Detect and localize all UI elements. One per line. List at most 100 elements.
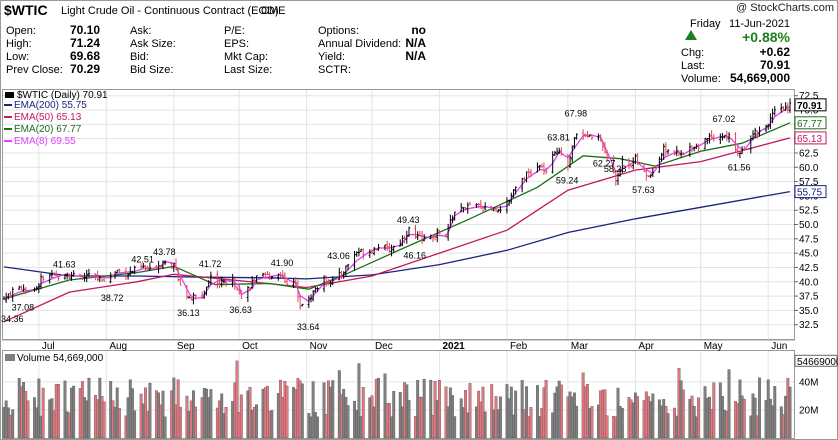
volume-last-box: [794, 354, 838, 367]
volume-bar: [514, 390, 518, 439]
last-value-label: 55.75: [797, 188, 822, 199]
volume-bar: [322, 382, 326, 439]
quote-label: High:: [6, 38, 32, 50]
price-annotation: 49.43: [397, 215, 420, 225]
volume-bar: [697, 397, 700, 439]
price-annotation: 43.06: [327, 251, 350, 261]
price-annotation: 41.63: [53, 259, 76, 269]
price-annotation: 41.90: [271, 258, 294, 268]
price-tick-label: 40.0: [799, 277, 819, 288]
month-label: May: [704, 341, 723, 352]
price-annotation: 37.08: [12, 302, 35, 312]
volume-bar: [57, 384, 60, 439]
grid-lines: [3, 90, 794, 438]
price-annotation: 61.56: [728, 162, 751, 172]
price-tick-label: 62.5: [799, 148, 819, 159]
volume-bar: [209, 389, 213, 439]
price-bars: [2, 98, 792, 310]
axes: 72.570.067.565.062.560.057.555.052.550.0…: [42, 91, 838, 416]
month-label: Jul: [42, 341, 55, 352]
price-tick-label: 52.5: [799, 206, 819, 217]
volume-bar: [148, 382, 152, 439]
quote-label: Options:: [318, 25, 359, 37]
volume-bar: [37, 378, 41, 439]
quote-label: SCTR:: [318, 64, 351, 76]
exchange: CME: [261, 5, 285, 17]
price-annotation: 41.72: [199, 259, 222, 269]
month-label: Feb: [510, 341, 528, 352]
quote-label: Bid Size:: [130, 64, 173, 76]
volume-bar: [509, 386, 513, 439]
quote-value: 54,669,000: [730, 71, 790, 85]
volume-bar: [666, 413, 670, 439]
quote-label: Ask Size:: [130, 38, 176, 50]
quote-day: Friday: [690, 18, 721, 30]
ema20-line: [3, 122, 791, 300]
volume-bar: [285, 385, 289, 439]
month-label: Nov: [310, 341, 328, 352]
quote-label: EPS:: [224, 38, 249, 50]
quote-label: Mkt Cap:: [224, 51, 268, 63]
volume-bar: [63, 380, 67, 439]
volume-bar: [407, 400, 411, 439]
volume-bar: [559, 384, 563, 439]
volume-bar: [520, 380, 524, 439]
price-annotation: 34.36: [1, 314, 24, 324]
volume-bar: [300, 383, 304, 439]
quote-label: Last Size:: [224, 64, 272, 76]
quote-label: Ask:: [130, 25, 151, 37]
volume-bar: [361, 387, 365, 439]
volume-bar: [773, 386, 777, 439]
price-annotation: 36.13: [177, 308, 200, 318]
price-legend: $WTIC (Daily) 70.91 EMA(200) 55.75EMA(50…: [4, 90, 108, 147]
price-tick-label: 45.0: [799, 249, 819, 260]
quote-label: Last:: [681, 60, 705, 72]
price-tick-label: 37.5: [799, 292, 819, 303]
volume-bar: [72, 385, 76, 439]
quote-value: N/A: [405, 49, 426, 63]
volume-bar: [357, 363, 361, 439]
price-tick-label: 42.5: [799, 263, 819, 274]
quote-value: N/A: [405, 36, 426, 50]
volume-legend-text: Volume 54,669,000: [17, 353, 104, 364]
volume-bar: [590, 406, 594, 439]
quote-value: no: [411, 23, 426, 37]
volume-bar: [453, 416, 457, 439]
price-annotation: 43.78: [153, 247, 176, 257]
legend-title: $WTIC (Daily) 70.91: [17, 90, 108, 101]
volume-bar: [468, 383, 472, 439]
volume-bar: [270, 410, 274, 439]
volume-legend: Volume 54,669,000: [5, 353, 104, 364]
price-annotation: 67.98: [565, 109, 588, 119]
price-tick-label: 60.0: [799, 163, 819, 174]
volume-bar: [727, 369, 731, 439]
quote-value: 70.10: [70, 23, 100, 37]
month-label: Aug: [109, 341, 127, 352]
volume-bar: [603, 389, 607, 439]
volume-bar: [239, 394, 243, 439]
volume-bar: [536, 385, 539, 439]
volume-bar: [102, 401, 106, 439]
quote-fields: Open: 70.10 High: 71.24 Low: 69.68 Prev Close:…: [6, 23, 790, 85]
month-label: Oct: [242, 341, 258, 352]
quote-label: Bid:: [130, 51, 149, 63]
volume-bar: [331, 380, 335, 439]
volume-bar: [712, 382, 716, 439]
last-value-tag: [794, 131, 827, 145]
volume-bar: [346, 405, 350, 439]
volume-bar: [26, 400, 30, 439]
quote-value: 69.68: [70, 49, 100, 63]
volume-bar: [178, 407, 182, 439]
last-value-tag: [794, 98, 827, 112]
legend-entry: EMA(8) 69.55: [14, 136, 76, 147]
instrument-name: Light Crude Oil - Continuous Contract (E…: [61, 5, 279, 17]
volume-bars: [2, 360, 792, 439]
volume-bar: [651, 393, 655, 439]
volume-bar: [422, 378, 426, 439]
price-annotation: 67.02: [713, 114, 736, 124]
volume-bar: [41, 387, 45, 439]
volume-bar: [161, 390, 165, 439]
month-label: Jun: [771, 341, 787, 352]
